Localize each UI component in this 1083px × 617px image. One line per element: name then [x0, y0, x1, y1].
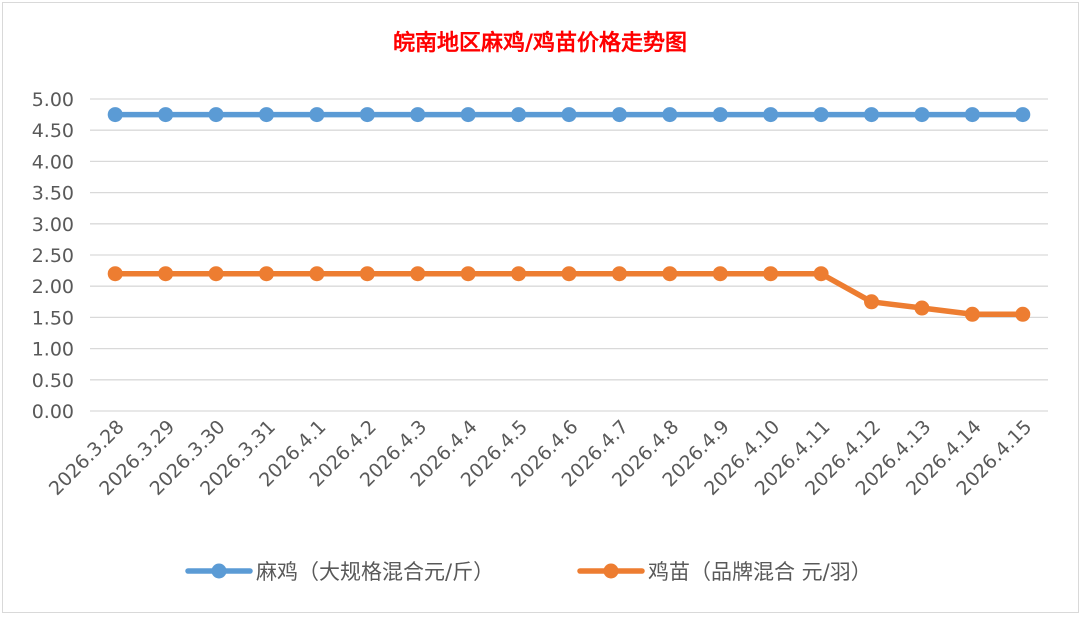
data-point: [712, 266, 728, 282]
y-tick-label: 2.50: [32, 245, 74, 267]
data-point: [158, 107, 174, 123]
y-tick-label: 2.00: [32, 276, 74, 298]
data-point: [964, 306, 980, 322]
chart-title: 皖南地区麻鸡/鸡苗价格走势图: [393, 30, 687, 56]
y-tick-label: 5.00: [32, 89, 74, 111]
y-tick-label: 4.50: [32, 120, 74, 142]
data-point: [712, 107, 728, 123]
data-point: [309, 266, 325, 282]
data-point: [359, 107, 375, 123]
data-point: [813, 107, 829, 123]
data-point: [611, 107, 627, 123]
data-point: [1015, 306, 1031, 322]
data-point: [511, 266, 527, 282]
y-tick-label: 4.00: [32, 151, 74, 173]
y-tick-label: 0.50: [32, 370, 74, 392]
y-tick-label: 3.50: [32, 183, 74, 205]
data-point: [359, 266, 375, 282]
data-point: [107, 266, 123, 282]
data-point: [763, 107, 779, 123]
data-point: [914, 300, 930, 316]
data-point: [258, 107, 274, 123]
data-point: [107, 107, 123, 123]
data-point: [410, 107, 426, 123]
data-point: [309, 107, 325, 123]
data-point: [662, 266, 678, 282]
data-point: [208, 266, 224, 282]
data-point: [460, 107, 476, 123]
y-tick-label: 1.00: [32, 339, 74, 361]
data-point: [763, 266, 779, 282]
data-point: [964, 107, 980, 123]
data-point: [410, 266, 426, 282]
legend-marker: [603, 563, 619, 579]
data-point: [258, 266, 274, 282]
data-point: [864, 107, 880, 123]
y-tick-label: 3.00: [32, 214, 74, 236]
data-point: [611, 266, 627, 282]
data-point: [561, 107, 577, 123]
data-point: [561, 266, 577, 282]
data-point: [813, 266, 829, 282]
data-point: [864, 294, 880, 310]
data-point: [662, 107, 678, 123]
data-point: [208, 107, 224, 123]
data-point: [914, 107, 930, 123]
legend-marker: [211, 563, 227, 579]
legend-label: 麻鸡（大规格混合元/斤）: [256, 560, 494, 584]
data-point: [460, 266, 476, 282]
legend-label: 鸡苗（品牌混合 元/羽）: [648, 560, 872, 584]
data-point: [511, 107, 527, 123]
y-tick-label: 1.50: [32, 307, 74, 329]
data-point: [1015, 107, 1031, 123]
y-tick-label: 0.00: [32, 401, 74, 423]
data-point: [158, 266, 174, 282]
